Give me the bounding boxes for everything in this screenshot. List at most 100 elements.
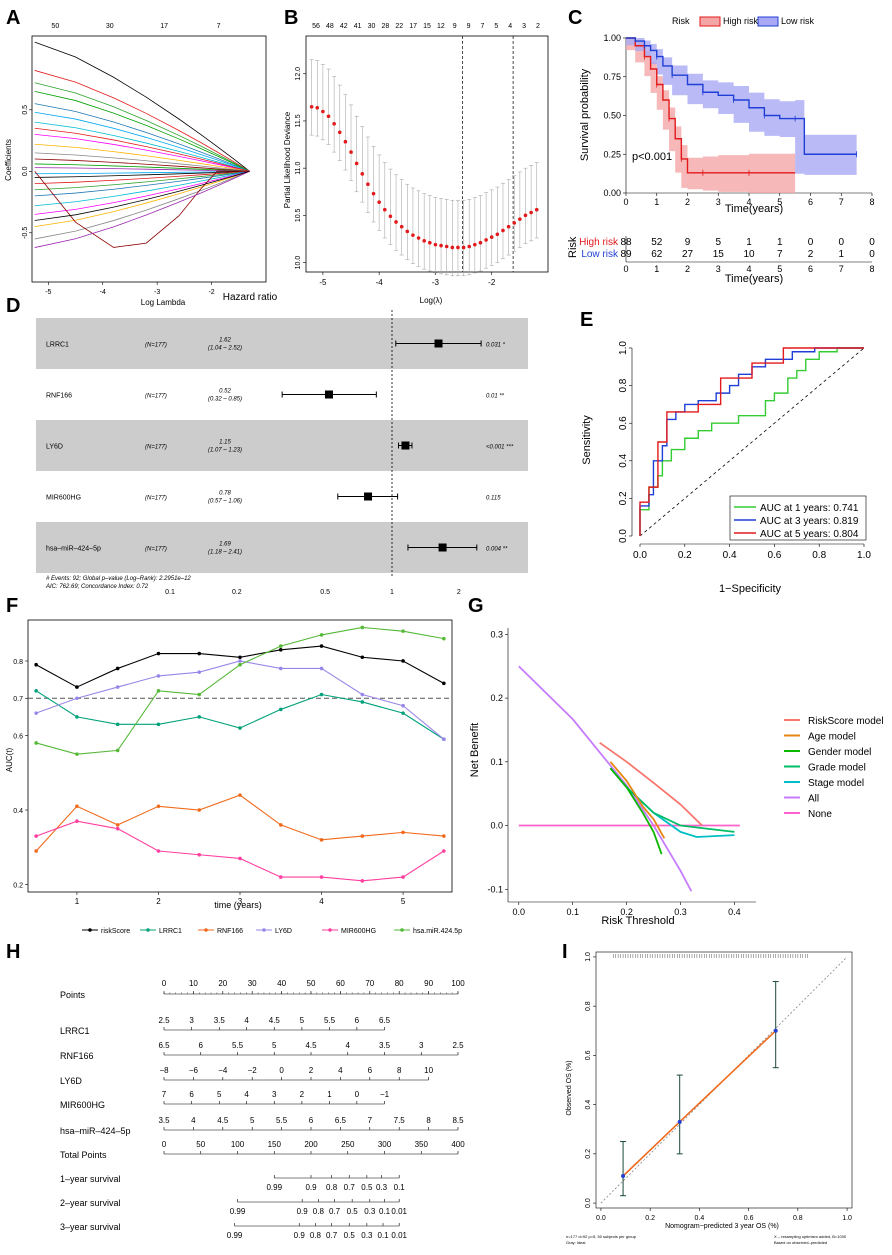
- f-auc-point: [360, 700, 365, 704]
- e-roc-curve: [639, 347, 864, 536]
- a-coef-path: [34, 41, 250, 172]
- b-top-tick-label: 48: [326, 23, 334, 30]
- c-risk-count: 9: [685, 237, 691, 248]
- h-tick-label: 0.8: [326, 1183, 338, 1192]
- e-legend-label: AUC at 5 years: 0.804: [760, 529, 859, 540]
- h-tick-label: 0.01: [391, 1207, 407, 1216]
- c-y-tick-label: 1.00: [603, 33, 621, 43]
- c-risk-x-tick-label: 3: [716, 264, 721, 274]
- b-deviance-point: [422, 239, 426, 243]
- f-auc-line: [36, 626, 444, 755]
- f-auc-point: [319, 633, 324, 637]
- c-km-curve-low: [626, 37, 857, 155]
- e-x-tick-label: 1.0: [857, 550, 871, 561]
- b-deviance-point: [405, 229, 410, 234]
- f-auc-point: [75, 804, 79, 809]
- g-legend-label: RiskScore model: [808, 716, 884, 727]
- e-y-tick-label: 1.0: [618, 341, 629, 355]
- f-auc-point: [278, 823, 283, 827]
- i-x-tick-label: 1.0: [842, 1215, 852, 1222]
- h-tick-label: 40: [277, 979, 286, 988]
- f-auc-point: [319, 875, 324, 879]
- b-top-tick-label: 4: [508, 23, 512, 30]
- f-auc-point: [401, 703, 405, 708]
- f-y-tick-label: 0.4: [13, 808, 23, 815]
- d-hr-value: 1.69: [219, 542, 231, 548]
- e-y-tick-label: 0.8: [618, 378, 629, 392]
- i-x-tick-label: 0.4: [695, 1215, 705, 1222]
- f-auc-point: [238, 655, 242, 660]
- h-tick-label: 4.5: [305, 1041, 317, 1050]
- c-risk-count: 0: [869, 237, 875, 248]
- b-deviance-point: [326, 114, 331, 119]
- i-y-tick-label: 0.4: [585, 1100, 592, 1110]
- d-ci-value: (1.04 – 2.52): [208, 346, 242, 352]
- a-top-tick-label: 30: [106, 23, 114, 30]
- d-title: Hazard ratio: [223, 292, 278, 303]
- c-risk-x-tick-label: 5: [777, 264, 782, 274]
- e-y-tick-label: 0.2: [618, 491, 629, 505]
- c-x-tick-label: 4: [746, 197, 751, 207]
- b-deviance-point: [467, 244, 472, 249]
- h-tick-label: 2: [309, 1066, 314, 1075]
- f-auc-point: [278, 644, 283, 648]
- h-tick-label: 0.9: [297, 1207, 309, 1216]
- b-deviance-point: [450, 245, 455, 250]
- d-hr-value: 1.15: [219, 440, 231, 446]
- f-auc-point: [115, 685, 120, 689]
- h-tick-label: 4: [244, 1090, 249, 1099]
- h-tick-label: 6.5: [379, 1016, 391, 1025]
- h-tick-label: 0.99: [227, 1231, 243, 1240]
- a-top-tick-label: 7: [217, 23, 221, 30]
- h-tick-label: 7: [368, 1116, 373, 1125]
- c-km-curve-high: [626, 37, 796, 174]
- h-tick-label: 10: [189, 979, 198, 988]
- h-tick-label: 4: [244, 1016, 249, 1025]
- h-row-label: 1–year survival: [60, 1174, 121, 1184]
- g-y-tick-label: 0.3: [490, 629, 503, 639]
- a-coef-path: [34, 170, 250, 207]
- h-tick-label: 20: [218, 979, 227, 988]
- h-tick-label: 6.5: [335, 1116, 347, 1125]
- d-footer-1: # Events: 92; Global p–value (Log–Rank):…: [46, 576, 191, 582]
- g-legend-label: All: [808, 794, 819, 805]
- f-auc-point: [197, 670, 202, 674]
- c-legend-swatch-high: [699, 16, 721, 27]
- b-y-tick-label: 12.0: [295, 67, 302, 81]
- c-risk-count: 62: [651, 249, 663, 260]
- e-y-tick-label: 0.0: [618, 529, 629, 543]
- a-coef-path: [34, 163, 250, 172]
- f-auc-point: [319, 666, 324, 671]
- f-legend-label: LY6D: [275, 928, 292, 935]
- c-pvalue: p<0.001: [632, 151, 672, 163]
- f-auc-point: [156, 651, 161, 656]
- f-auc-point: [34, 688, 38, 693]
- f-legend-label: riskScore: [101, 928, 130, 935]
- i-x-tick-label: 0.2: [645, 1215, 655, 1222]
- g-x-tick-label: 0.4: [728, 907, 741, 917]
- f-auc-point: [401, 659, 405, 663]
- f-auc-point: [442, 834, 446, 838]
- h-row-label: LY6D: [60, 1076, 82, 1086]
- c-risk-x-tick-label: 0: [623, 264, 628, 274]
- b-deviance-point: [439, 243, 443, 248]
- h-tick-label: 50: [307, 979, 316, 988]
- b-deviance-point: [501, 228, 505, 233]
- a-y-tick-label: -0.5: [22, 227, 29, 239]
- g-x-tick-label: 0.3: [674, 907, 687, 917]
- h-tick-label: 6: [368, 1066, 373, 1075]
- d-footer-2: AIC: 762.69; Concordance Index: 0.72: [45, 584, 149, 590]
- h-row-label: RNF166: [60, 1051, 94, 1061]
- h-row-label: Total Points: [60, 1150, 107, 1160]
- d-p-value: 0.115: [486, 496, 501, 502]
- f-auc-point: [197, 692, 202, 697]
- f-y-tick-label: 0.8: [13, 659, 23, 666]
- e-y-tick-label: 0.4: [618, 453, 629, 467]
- b-deviance-point: [416, 236, 421, 240]
- g-legend-label: Gender model: [808, 747, 871, 758]
- f-y-tick-label: 0.2: [13, 883, 23, 890]
- i-footnote-left: n=177 d=92 p=5, 50 subjects per group: [566, 1234, 637, 1239]
- f-auc-point: [401, 629, 405, 633]
- f-auc-point: [115, 826, 120, 831]
- b-y-tick-label: 11.5: [295, 114, 302, 127]
